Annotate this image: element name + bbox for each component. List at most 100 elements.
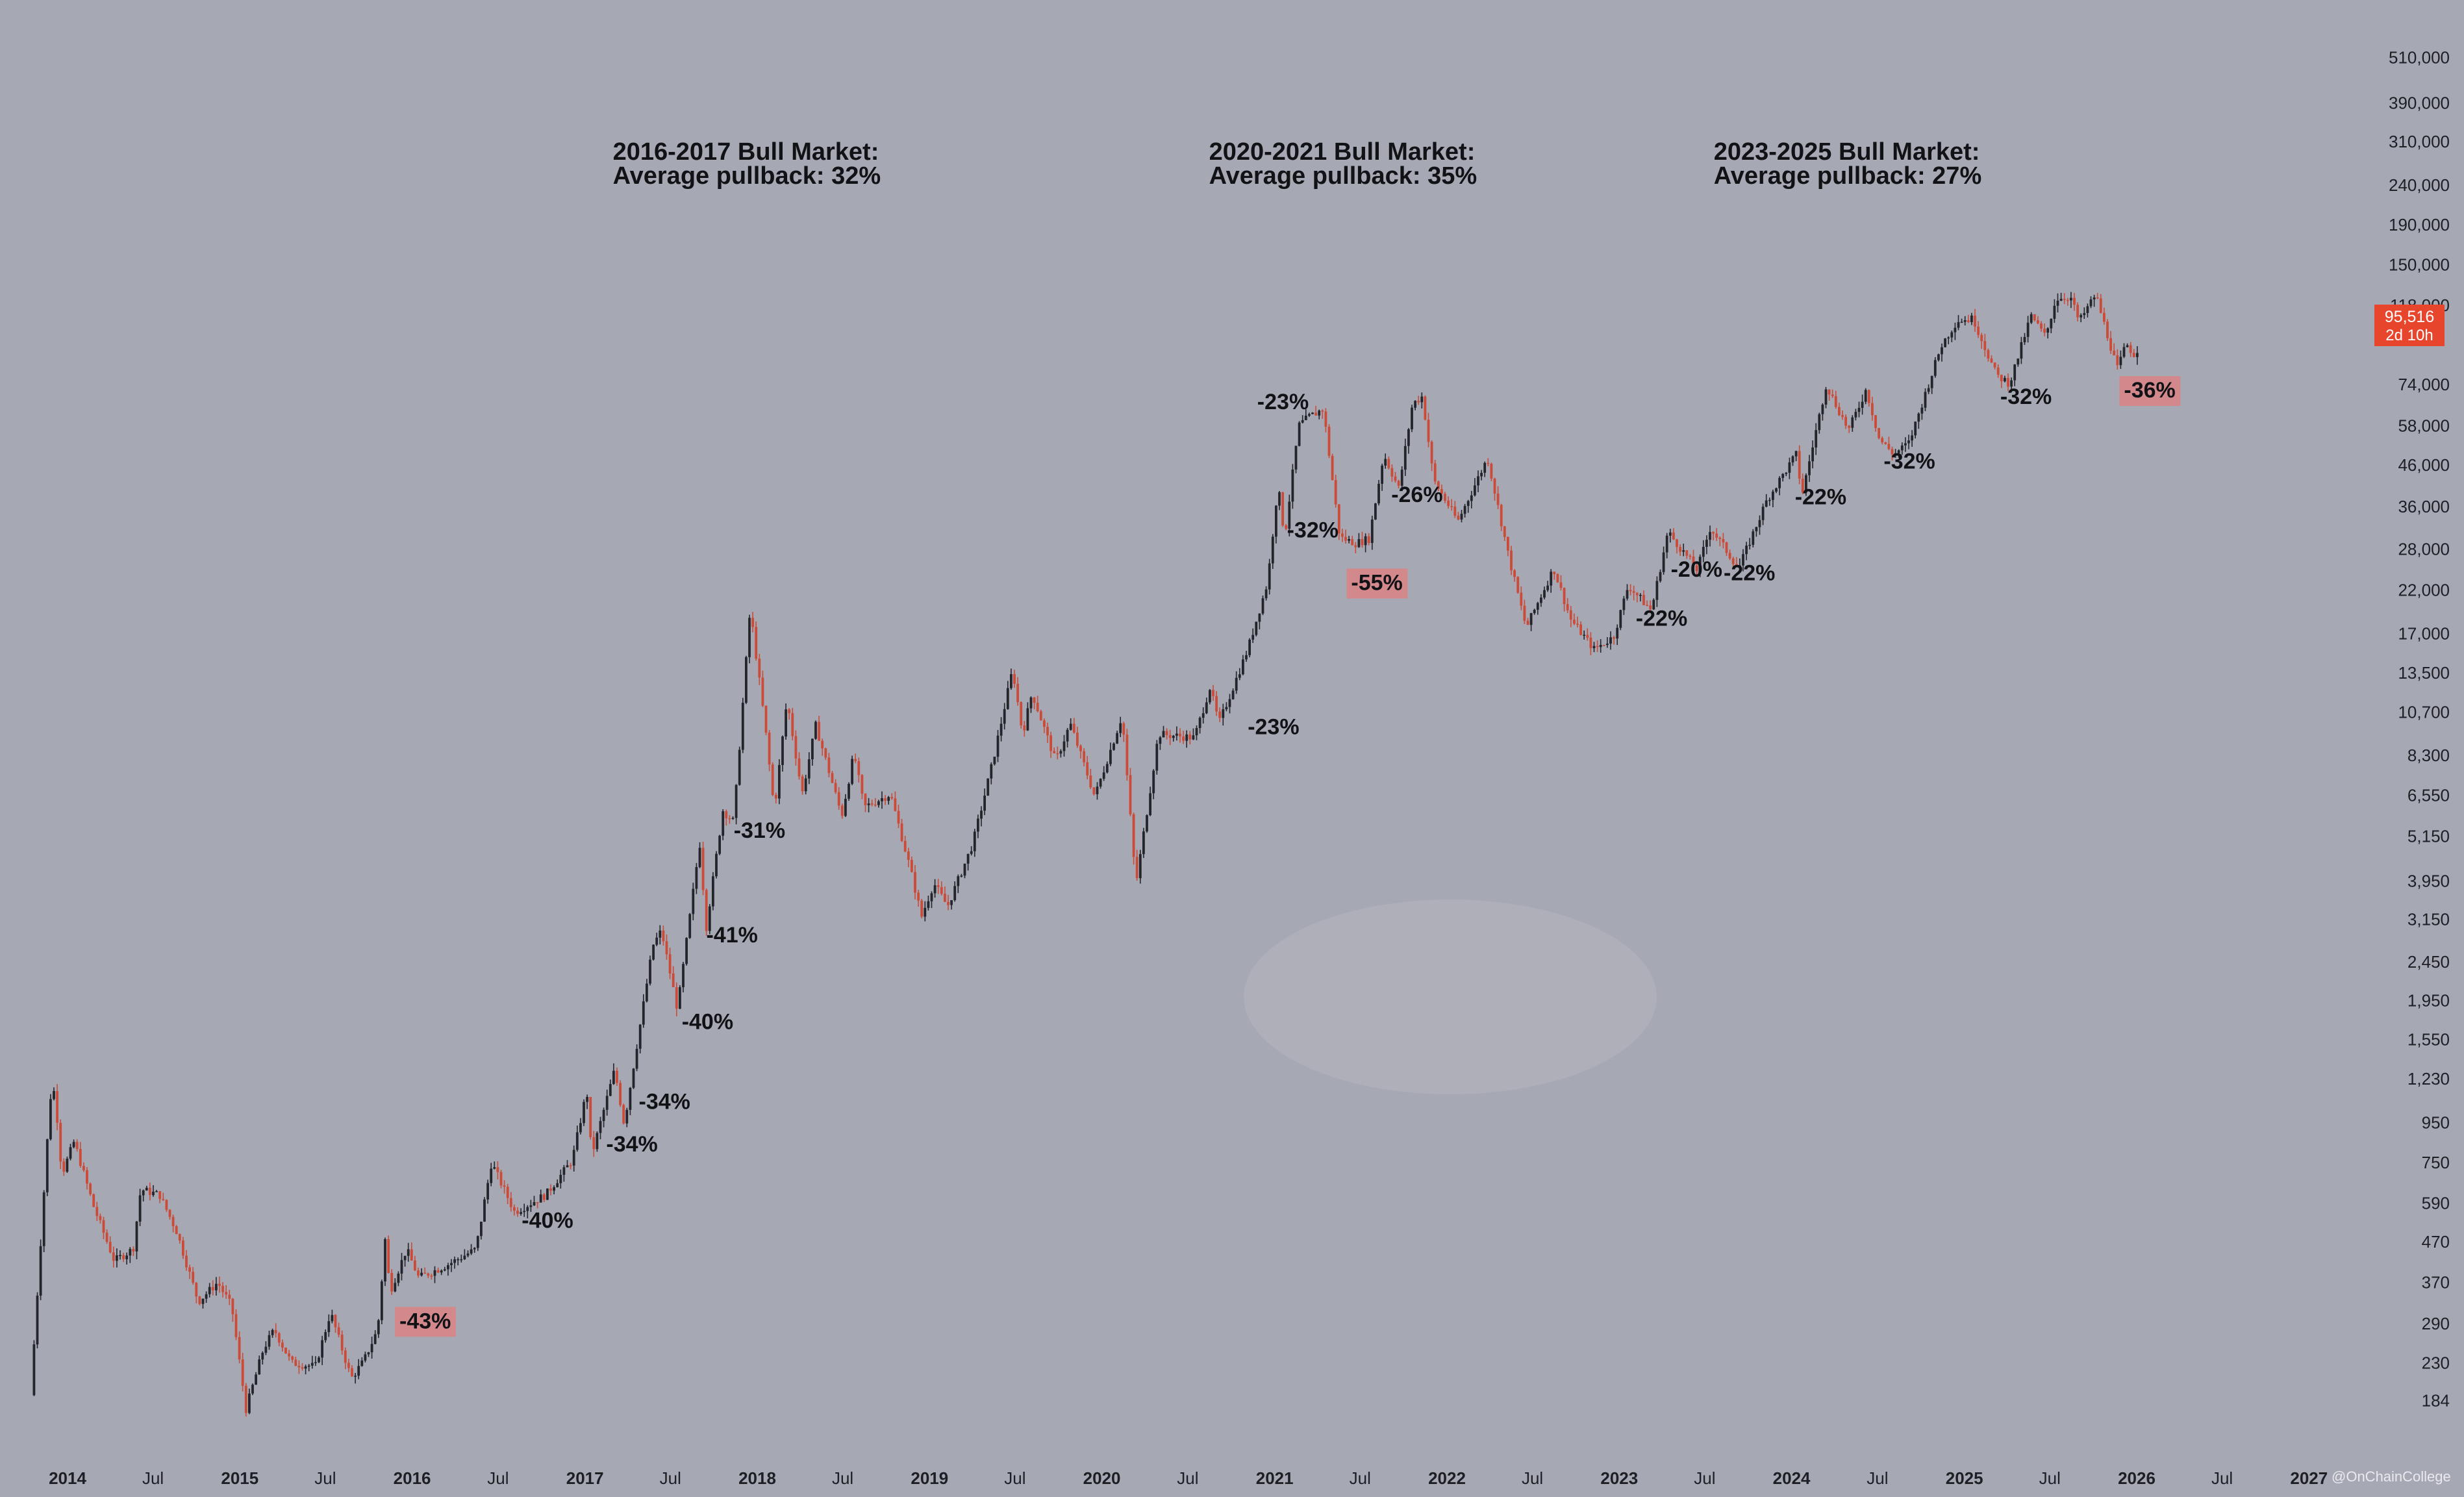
candle-body <box>155 1191 158 1192</box>
y-tick-label: 240,000 <box>2389 175 2450 195</box>
candle-body <box>1364 536 1367 546</box>
candle-body <box>907 851 910 860</box>
candle-body <box>566 1165 569 1168</box>
y-tick-label: 2,450 <box>2407 952 2450 972</box>
x-tick-label: Jul <box>832 1468 853 1488</box>
candle-body <box>182 1240 184 1256</box>
candle-body <box>470 1249 473 1254</box>
candle-body <box>274 1329 277 1333</box>
candle-body <box>1540 598 1542 603</box>
candle-body <box>473 1248 476 1250</box>
candle-body <box>1242 659 1244 675</box>
candle-body <box>1046 727 1049 736</box>
candle-body <box>2043 329 2046 333</box>
candle-body <box>764 705 768 733</box>
candle-body <box>2103 312 2106 322</box>
candle-body <box>811 738 814 760</box>
candle-body <box>741 703 744 750</box>
candle-body <box>1728 553 1731 559</box>
candle-body <box>168 1209 171 1217</box>
candle-body <box>2073 297 2076 305</box>
candle-body <box>89 1183 92 1194</box>
candle-body <box>1867 390 1870 403</box>
candle-body <box>1963 320 1967 322</box>
candle-body <box>599 1121 602 1133</box>
candle-body <box>950 900 953 905</box>
candle-body <box>1424 396 1427 420</box>
candle-body <box>334 1315 337 1327</box>
candle-body <box>364 1354 367 1361</box>
candle-body <box>900 823 903 841</box>
candle-body <box>877 801 880 805</box>
candle-body <box>1407 429 1410 446</box>
candle-body <box>1470 495 1473 501</box>
candle-body <box>605 1096 609 1110</box>
candle-body <box>1324 411 1327 427</box>
candle-body <box>1652 599 1655 610</box>
candle-body <box>400 1260 403 1274</box>
candle-body <box>1735 564 1738 566</box>
y-tick-label: 1,550 <box>2407 1030 2450 1050</box>
candle-body <box>1079 746 1082 751</box>
candle-body <box>1613 637 1615 639</box>
candle-body <box>1788 462 1791 473</box>
candle-body <box>327 1321 331 1333</box>
candle-body <box>1709 532 1711 540</box>
candle-body <box>1483 462 1487 473</box>
candle-body <box>996 735 999 757</box>
candle-body <box>499 1172 503 1186</box>
current-price-label: 95,516 <box>2385 308 2434 326</box>
candle-body <box>821 740 824 749</box>
candle-body <box>367 1352 370 1355</box>
candle-body <box>152 1191 155 1196</box>
y-axis[interactable]: 184 230 290 370 470 590 750 950 1,230 1,550 1,950 2… <box>2389 47 2450 1410</box>
candle-body <box>1920 407 1924 414</box>
candle-body <box>1195 728 1198 736</box>
candle-body <box>310 1363 314 1366</box>
candle-body <box>890 797 894 799</box>
watermark-text: @OnChainCollege <box>2332 1468 2451 1485</box>
candle-body <box>957 876 960 887</box>
candle-body <box>1589 637 1592 648</box>
candle-body <box>1974 315 1976 327</box>
candle-body <box>659 930 662 938</box>
candle-body <box>503 1185 506 1187</box>
candle-body <box>1831 394 1834 396</box>
candle-body <box>1606 644 1609 646</box>
y-tick-label: 470 <box>2422 1232 2450 1252</box>
candle-body <box>1089 775 1092 788</box>
pullback-label: -40% <box>682 1009 733 1034</box>
candle-body <box>1900 445 1904 451</box>
candle-body <box>1278 492 1281 506</box>
candle-body <box>264 1346 268 1353</box>
candle-body <box>827 757 831 774</box>
candle-body <box>288 1353 290 1357</box>
candle-body <box>1516 577 1520 593</box>
candle-body <box>761 677 764 706</box>
y-tick-label: 6,550 <box>2407 786 2450 805</box>
candle-body <box>42 1192 45 1246</box>
candle-body <box>731 818 735 819</box>
x-axis[interactable]: 2014 Jul 2015 Jul 2016 Jul 2017 Jul 2018 Jul 2019 J… <box>49 1468 2328 1488</box>
candle-body <box>1682 550 1685 552</box>
candle-body <box>2023 336 2026 342</box>
candle-body <box>1556 573 1559 583</box>
candle-body <box>354 1376 357 1377</box>
candle-body <box>1374 503 1377 520</box>
candle-body <box>632 1068 635 1088</box>
candle-body <box>436 1270 440 1273</box>
candle-body <box>225 1292 228 1295</box>
candle-body <box>198 1296 201 1304</box>
candle-body <box>188 1267 191 1272</box>
candle-body <box>625 1109 629 1124</box>
candle-body <box>1400 470 1403 486</box>
candle-body <box>433 1270 436 1276</box>
candle-body <box>53 1090 55 1100</box>
candle-body <box>447 1265 449 1270</box>
candle-body <box>1798 451 1801 479</box>
candle-body <box>135 1221 138 1252</box>
candle-body <box>1288 501 1291 529</box>
candle-body <box>142 1190 145 1196</box>
